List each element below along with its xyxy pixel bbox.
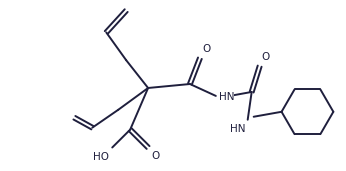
Text: HN: HN bbox=[230, 124, 246, 134]
Text: HO: HO bbox=[93, 153, 109, 162]
Text: O: O bbox=[262, 52, 270, 62]
Text: O: O bbox=[151, 152, 160, 161]
Text: O: O bbox=[202, 44, 210, 54]
Text: HN: HN bbox=[219, 92, 234, 102]
